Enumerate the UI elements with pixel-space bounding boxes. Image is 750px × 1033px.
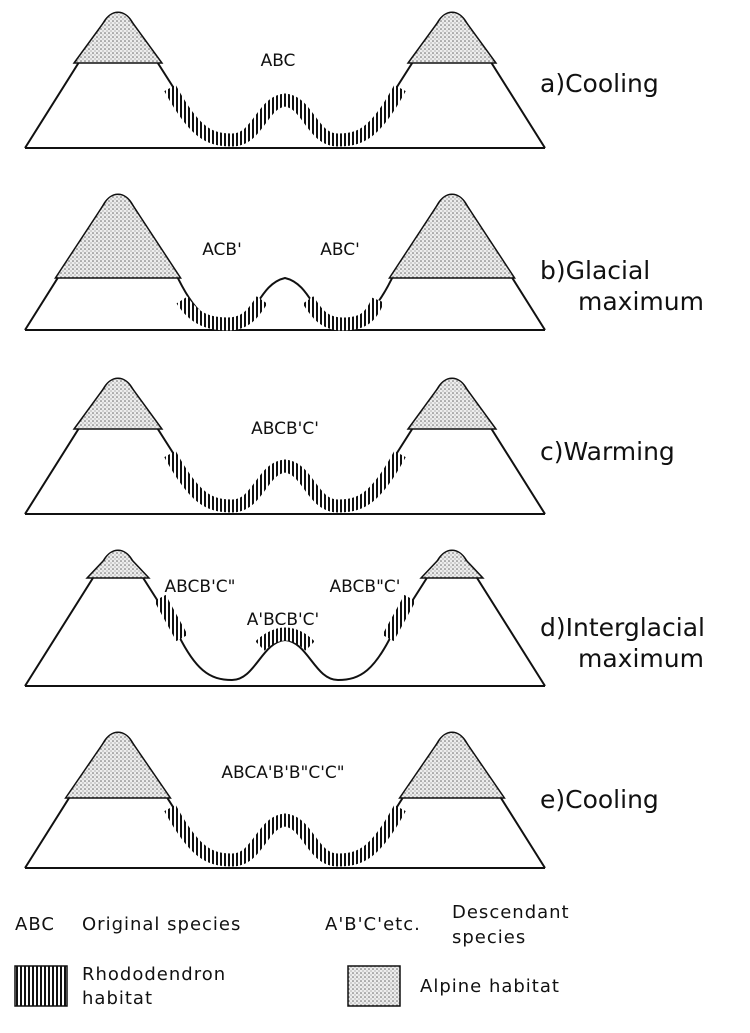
panel-e: ABCA'B'B"C'C" e)Cooling (24, 731, 659, 869)
legend-alpine-label: Alpine habitat (420, 976, 560, 997)
legend-descendant-label-line2: species (452, 927, 526, 948)
legend: ABC Original species A'B'C'etc. Descenda… (14, 902, 570, 1009)
left-alpine-habitat (72, 377, 164, 430)
legend-descendant-key: A'B'C'etc. (325, 914, 421, 935)
rhododendron-habitat-band (154, 594, 188, 642)
panel-caption: c)Warming (540, 437, 675, 466)
species-label-center: A'BCB'C' (247, 610, 319, 630)
legend-original-label: Original species (82, 914, 241, 935)
species-label-right: ABC' (320, 240, 360, 260)
panel-caption-line2: maximum (578, 287, 704, 316)
legend-descendant-label-line1: Descendant (452, 902, 570, 923)
rhododendron-habitat-band (302, 296, 385, 331)
right-alpine-habitat (419, 549, 485, 579)
species-label-center: ABCA'B'B"C'C" (221, 763, 344, 783)
rhododendron-habitat-band (164, 804, 406, 867)
legend-original-key: ABC (15, 914, 55, 935)
species-label-center: ABCB'C' (251, 419, 319, 439)
species-label-center: ABC (261, 51, 296, 71)
panel-caption: e)Cooling (540, 785, 659, 814)
rhododendron-habitat-band (382, 594, 416, 642)
rhododendron-habitat-band (176, 296, 268, 331)
rhododendron-swatch-icon (14, 965, 68, 1007)
right-alpine-habitat (398, 731, 506, 799)
panel-d: ABCB'C" ABCB"C' A'BCB'C' d)Interglacialmaxi… (24, 549, 705, 687)
left-alpine-habitat (72, 11, 164, 64)
right-alpine-habitat (406, 11, 498, 64)
panel-c: ABCB'C' c)Warming (24, 377, 675, 515)
rhododendron-habitat-band (255, 627, 315, 651)
rhododendron-habitat-band (164, 450, 406, 513)
panel-caption-line2: maximum (578, 644, 704, 673)
right-alpine-habitat (406, 377, 498, 430)
alpine-swatch-icon (347, 965, 401, 1007)
left-alpine-habitat (54, 193, 182, 279)
rhododendron-habitat-band (164, 84, 406, 147)
panel-caption: a)Cooling (540, 69, 659, 98)
species-label-left: ACB' (202, 240, 242, 260)
species-label-left: ABCB'C" (165, 577, 236, 597)
panel-caption: b)Glacial (540, 256, 650, 285)
legend-rhododendron-line2: habitat (82, 988, 153, 1009)
panel-caption: d)Interglacial (540, 613, 705, 642)
right-alpine-habitat (388, 193, 516, 279)
panel-a: ABC a)Cooling (24, 11, 659, 149)
left-alpine-habitat (85, 549, 151, 579)
left-alpine-habitat (64, 731, 172, 799)
legend-rhododendron-line1: Rhododendron (82, 964, 226, 985)
species-label-right: ABCB"C' (330, 577, 401, 597)
